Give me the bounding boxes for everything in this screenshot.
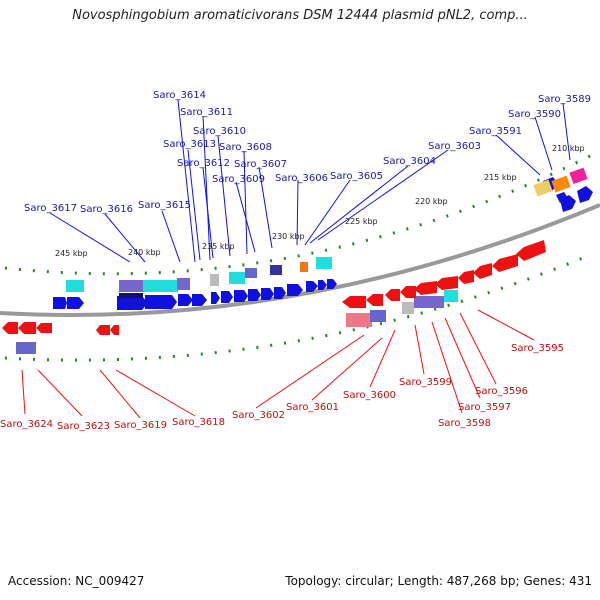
kbp-label: 215 kbp: [484, 173, 517, 182]
reverse-leader-lines: [21, 309, 535, 419]
gene-label[interactable]: Saro_3606: [275, 173, 328, 184]
gene-label[interactable]: Saro_3609: [212, 174, 265, 185]
gene-label[interactable]: Saro_3608: [219, 142, 272, 153]
accession-label: Accession: NC_009427: [8, 574, 145, 588]
genome-summary: Topology: circular; Length: 487,268 bp; …: [285, 574, 592, 588]
gene-label[interactable]: Saro_3624: [0, 419, 53, 430]
gene-label[interactable]: Saro_3603: [428, 141, 481, 152]
forward-leader-lines: [49, 99, 571, 263]
gene-label[interactable]: Saro_3613: [163, 139, 216, 150]
forward-tick-ring: [4, 153, 593, 276]
gene-label[interactable]: Saro_3617: [24, 203, 77, 214]
gene-label[interactable]: Saro_3612: [177, 158, 230, 169]
gene-label[interactable]: Saro_3600: [343, 390, 396, 401]
kbp-label: 225 kbp: [345, 217, 378, 226]
feature-boxes: [16, 167, 588, 354]
gene-label[interactable]: Saro_3615: [138, 200, 191, 211]
kbp-label: 245 kbp: [55, 249, 88, 258]
gene-label[interactable]: Saro_3618: [172, 417, 225, 428]
kbp-label: 230 kbp: [272, 232, 305, 241]
gene-label[interactable]: Saro_3623: [57, 421, 110, 432]
genome-backbone: [0, 203, 600, 318]
gene-label[interactable]: Saro_3599: [399, 377, 452, 388]
kbp-label: 220 kbp: [415, 197, 448, 206]
gene-label[interactable]: Saro_3604: [383, 156, 436, 167]
gene-label[interactable]: Saro_3611: [180, 107, 233, 118]
gene-label[interactable]: Saro_3607: [234, 159, 287, 170]
gene-label[interactable]: Saro_3601: [286, 402, 339, 413]
gene-label[interactable]: Saro_3596: [475, 386, 528, 397]
gene-label[interactable]: Saro_3614: [153, 90, 206, 101]
gene-label[interactable]: Saro_3616: [80, 204, 133, 215]
gene-label[interactable]: Saro_3598: [438, 418, 491, 429]
reverse-gene-arrows: [2, 240, 546, 335]
map-title: Novosphingobium aromaticivorans DSM 1244…: [72, 8, 528, 23]
kbp-label: 235 kbp: [202, 242, 235, 251]
forward-gene-arrows: [53, 177, 593, 310]
gene-label[interactable]: Saro_3595: [511, 343, 564, 354]
gene-label[interactable]: Saro_3610: [193, 126, 246, 137]
kbp-label: 240 kbp: [128, 248, 161, 257]
gene-label[interactable]: Saro_3590: [508, 109, 561, 120]
gene-label[interactable]: Saro_3619: [114, 420, 167, 431]
gene-label[interactable]: Saro_3597: [458, 402, 511, 413]
reverse-tick-ring: [4, 253, 591, 362]
gene-label[interactable]: Saro_3589: [538, 94, 591, 105]
gene-label[interactable]: Saro_3591: [469, 126, 522, 137]
gene-label[interactable]: Saro_3602: [232, 410, 285, 421]
gene-label[interactable]: Saro_3605: [330, 171, 383, 182]
